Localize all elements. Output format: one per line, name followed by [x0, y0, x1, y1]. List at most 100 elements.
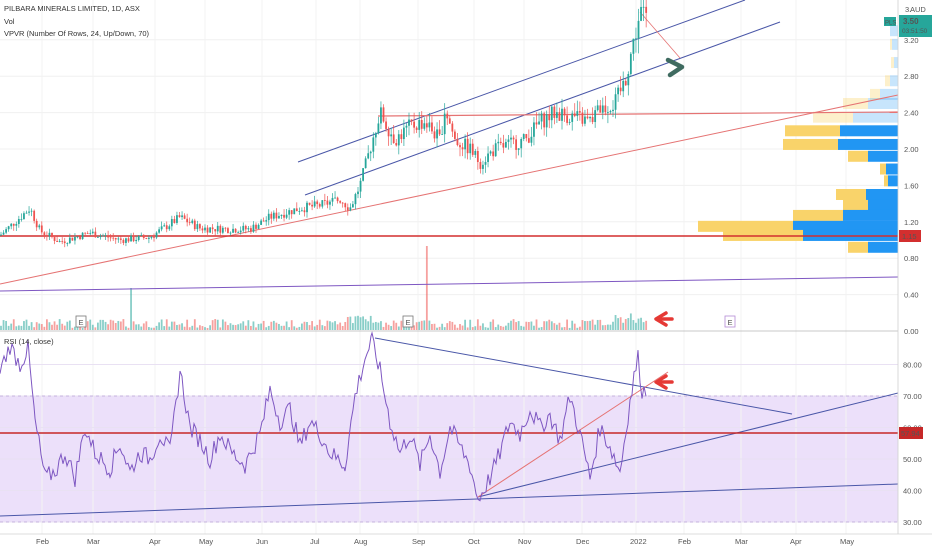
- symbol-title[interactable]: PILBARA MINERALS LIMITED, 1D, ASX: [4, 4, 140, 13]
- vol-label[interactable]: Vol: [4, 17, 15, 26]
- candle-body: [278, 215, 280, 219]
- candle: [252, 221, 255, 233]
- candle-body: [308, 202, 311, 205]
- rsi-red-trendline: [477, 371, 669, 498]
- rsi-tick-label: 30.00: [903, 518, 922, 527]
- price-axis[interactable]: 3.20 2.80 2.40 2.00 1.60 1.20 0.80 0.40: [904, 36, 919, 300]
- candle: [456, 133, 459, 147]
- vpvr-buy-bar: [838, 138, 898, 150]
- time-tick-label: Mar: [87, 537, 100, 546]
- volume-bar: [543, 321, 546, 330]
- volume-bar: [374, 321, 377, 330]
- candle: [209, 226, 211, 233]
- volume-bar: [257, 323, 260, 330]
- time-axis[interactable]: Feb Mar Apr May Jun Jul Aug Sep Oct Nov Dec 2022 Feb…: [36, 537, 854, 546]
- candle-body: [362, 168, 364, 181]
- candle-body: [127, 238, 130, 242]
- candle: [336, 196, 339, 204]
- candle-body: [216, 225, 219, 232]
- candle-body: [58, 241, 61, 242]
- candle: [635, 27, 637, 53]
- candle: [571, 110, 574, 131]
- candle: [127, 235, 130, 243]
- candle-body: [76, 236, 79, 238]
- candle-body: [89, 233, 92, 234]
- rsi-label[interactable]: RSI (14, close): [4, 337, 54, 346]
- volume-bar: [471, 327, 474, 330]
- price-tick-label: 2.80: [904, 72, 919, 81]
- candle-body: [438, 129, 441, 135]
- grid: [0, 0, 898, 534]
- candle: [395, 138, 398, 147]
- vpvr-buy-bar: [793, 220, 898, 232]
- volume-bar: [581, 320, 584, 330]
- candle-body: [645, 6, 648, 13]
- candle-body: [566, 115, 568, 123]
- volume-bar: [214, 319, 217, 330]
- candle-body: [520, 138, 523, 149]
- candle-body: [352, 204, 354, 208]
- earnings-marker-3[interactable]: [724, 315, 736, 328]
- candle-body: [446, 113, 449, 119]
- earnings-marker-2[interactable]: [402, 315, 414, 328]
- volume-bar: [232, 324, 234, 330]
- candle: [153, 233, 155, 242]
- candle-body: [397, 134, 400, 146]
- candle: [448, 115, 451, 125]
- candle: [107, 230, 109, 242]
- volume-bar: [385, 322, 387, 330]
- candle-body: [614, 94, 617, 110]
- candle: [199, 223, 201, 231]
- earnings-marker-1[interactable]: [75, 315, 87, 328]
- candle-body: [301, 210, 303, 212]
- candle-body: [390, 134, 393, 137]
- candle: [219, 224, 222, 236]
- candle-body: [298, 211, 301, 212]
- candle-body: [632, 38, 635, 54]
- candle-body: [543, 113, 546, 128]
- volume-bar: [607, 324, 609, 330]
- candle-body: [619, 87, 622, 92]
- candle: [227, 226, 229, 234]
- candle: [308, 202, 311, 206]
- candle-body: [385, 121, 387, 129]
- time-tick-label: Jul: [310, 537, 320, 546]
- candle: [109, 234, 112, 242]
- candle: [193, 218, 196, 231]
- candle-body: [178, 215, 181, 218]
- candle-body: [527, 138, 530, 143]
- candle: [517, 148, 520, 156]
- candle: [196, 220, 199, 232]
- candle: [17, 215, 20, 228]
- volume-bar: [255, 327, 257, 330]
- candle: [46, 231, 48, 241]
- vpvr-label[interactable]: VPVR (Number Of Rows, 24, Up/Down, 70): [4, 29, 150, 38]
- volume-bar: [354, 316, 357, 330]
- candle-body: [576, 111, 579, 117]
- volume-bar: [448, 321, 451, 330]
- rsi-value-badge: [899, 427, 923, 439]
- candle-body: [232, 228, 234, 233]
- candle: [596, 99, 599, 112]
- candle: [229, 231, 232, 236]
- candle: [599, 100, 602, 113]
- volume-bar: [46, 319, 48, 330]
- volume-bar: [56, 324, 58, 330]
- last-price-badge[interactable]: [899, 15, 932, 37]
- candles: [0, 0, 648, 248]
- candle: [7, 225, 10, 232]
- candle: [607, 106, 609, 124]
- candle-body: [418, 119, 421, 130]
- candle: [476, 146, 479, 170]
- candle-body: [145, 237, 148, 239]
- volume-bar: [548, 319, 551, 330]
- candle-body: [153, 237, 155, 238]
- volume-bar: [446, 323, 449, 330]
- candle-body: [471, 143, 474, 155]
- candle: [436, 122, 438, 148]
- candle: [265, 216, 268, 226]
- volume-bar: [20, 325, 23, 330]
- volume-bar: [91, 324, 94, 330]
- volume-bar: [617, 318, 619, 330]
